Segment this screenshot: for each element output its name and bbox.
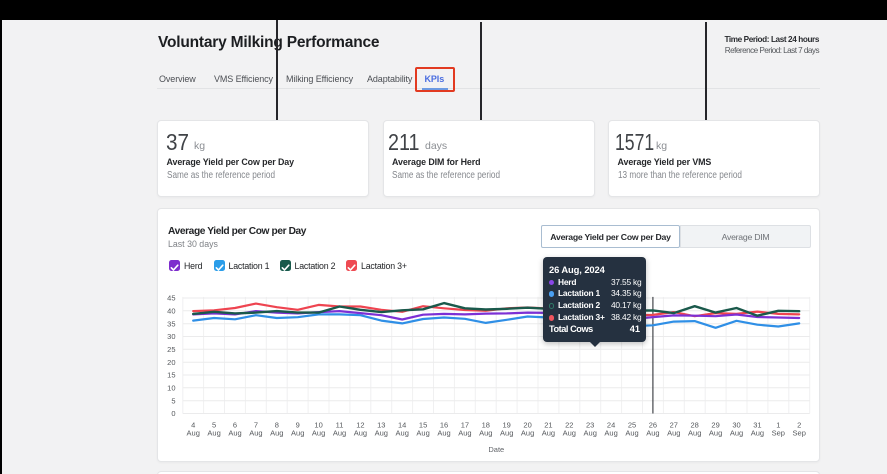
svg-text:10: 10 <box>314 421 322 430</box>
svg-text:26: 26 <box>649 421 657 430</box>
svg-text:15: 15 <box>419 421 427 430</box>
svg-text:Aug: Aug <box>249 429 262 438</box>
svg-text:Aug: Aug <box>375 429 388 438</box>
svg-text:25: 25 <box>628 421 636 430</box>
svg-text:Aug: Aug <box>291 429 304 438</box>
svg-text:5: 5 <box>212 421 216 430</box>
svg-text:Aug: Aug <box>521 429 534 438</box>
svg-text:Aug: Aug <box>354 429 367 438</box>
svg-text:24: 24 <box>607 421 615 430</box>
svg-text:4: 4 <box>191 421 195 430</box>
svg-text:13: 13 <box>377 421 385 430</box>
svg-text:14: 14 <box>398 421 406 430</box>
svg-text:Aug: Aug <box>416 429 429 438</box>
svg-text:Aug: Aug <box>479 429 492 438</box>
svg-text:Aug: Aug <box>646 429 659 438</box>
svg-text:Aug: Aug <box>396 429 409 438</box>
svg-text:Sep: Sep <box>793 429 806 438</box>
svg-text:Aug: Aug <box>751 429 764 438</box>
svg-text:Aug: Aug <box>625 429 638 438</box>
svg-text:18: 18 <box>482 421 490 430</box>
svg-text:11: 11 <box>336 421 344 430</box>
svg-text:6: 6 <box>233 421 237 430</box>
svg-text:31: 31 <box>753 421 761 430</box>
svg-text:Aug: Aug <box>187 429 200 438</box>
svg-text:Aug: Aug <box>458 429 471 438</box>
svg-text:25: 25 <box>167 345 175 354</box>
svg-text:19: 19 <box>503 421 511 430</box>
svg-text:10: 10 <box>167 383 175 392</box>
svg-text:35: 35 <box>167 319 175 328</box>
svg-text:28: 28 <box>691 421 699 430</box>
svg-text:Aug: Aug <box>542 429 555 438</box>
svg-text:22: 22 <box>565 421 573 430</box>
svg-text:Aug: Aug <box>563 429 576 438</box>
svg-text:1: 1 <box>776 421 780 430</box>
svg-text:Aug: Aug <box>207 429 220 438</box>
svg-text:9: 9 <box>296 421 300 430</box>
svg-text:30: 30 <box>167 332 175 341</box>
svg-text:Aug: Aug <box>604 429 617 438</box>
svg-text:17: 17 <box>461 421 469 430</box>
svg-text:7: 7 <box>254 421 258 430</box>
svg-text:21: 21 <box>544 421 552 430</box>
svg-text:15: 15 <box>167 371 175 380</box>
svg-text:Aug: Aug <box>584 429 597 438</box>
svg-text:Aug: Aug <box>312 429 325 438</box>
svg-text:Aug: Aug <box>270 429 283 438</box>
svg-text:Date: Date <box>488 445 504 454</box>
svg-text:Aug: Aug <box>437 429 450 438</box>
svg-text:20: 20 <box>523 421 531 430</box>
svg-text:Sep: Sep <box>772 429 785 438</box>
svg-text:2: 2 <box>797 421 801 430</box>
svg-text:Aug: Aug <box>333 429 346 438</box>
svg-text:5: 5 <box>171 396 175 405</box>
svg-text:29: 29 <box>711 421 719 430</box>
svg-text:Aug: Aug <box>667 429 680 438</box>
svg-text:23: 23 <box>586 421 594 430</box>
svg-text:Aug: Aug <box>730 429 743 438</box>
svg-text:16: 16 <box>440 421 448 430</box>
svg-text:40: 40 <box>167 306 175 315</box>
svg-text:20: 20 <box>167 358 175 367</box>
svg-text:12: 12 <box>356 421 364 430</box>
svg-text:8: 8 <box>275 421 279 430</box>
svg-text:30: 30 <box>732 421 740 430</box>
svg-text:45: 45 <box>167 294 175 303</box>
svg-text:Aug: Aug <box>709 429 722 438</box>
svg-text:Aug: Aug <box>228 429 241 438</box>
svg-text:0: 0 <box>171 409 175 418</box>
svg-text:27: 27 <box>670 421 678 430</box>
svg-text:Aug: Aug <box>688 429 701 438</box>
svg-text:Aug: Aug <box>500 429 513 438</box>
